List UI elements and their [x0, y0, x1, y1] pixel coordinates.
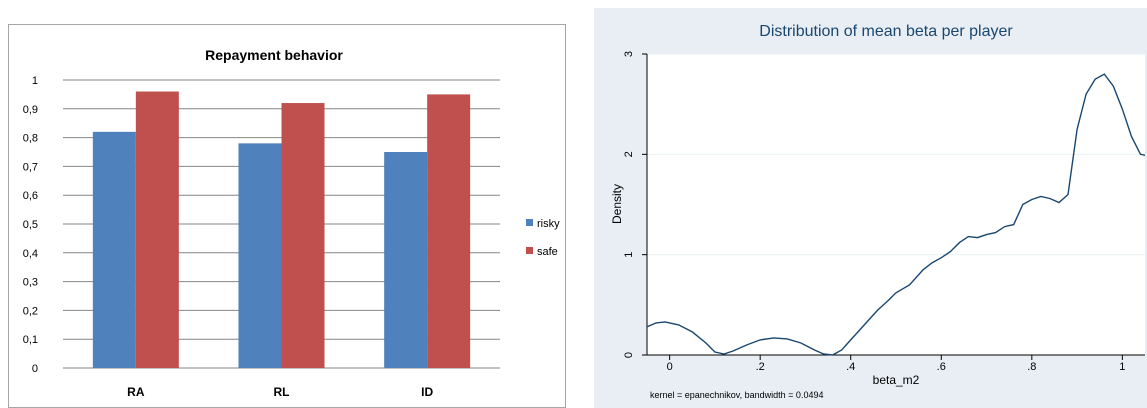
- x-category-label: ID: [421, 385, 433, 399]
- y-tick-label: 3: [623, 51, 635, 57]
- beta-density-chart: Distribution of mean beta per player 0 1 2 3…: [610, 23, 1146, 400]
- legend-swatch-risky: [526, 219, 533, 226]
- y-tick-label: 0: [623, 352, 635, 358]
- x-tick-label: 0: [667, 361, 673, 373]
- y-tick-label: 0,1: [23, 334, 38, 346]
- y-tick-label: 0,4: [23, 248, 38, 260]
- x-tick-label: .4: [846, 361, 855, 373]
- y-tick-label: 2: [623, 151, 635, 157]
- x-category-label: RL: [274, 385, 290, 399]
- chart-title: Repayment behavior: [205, 47, 343, 63]
- y-tick-label: 0: [32, 363, 38, 375]
- density-curve: [646, 73, 1146, 356]
- density-chart-panel: Distribution of mean beta per player 0 1 2 3…: [594, 8, 1147, 408]
- bar-risky: [92, 131, 136, 368]
- y-axis-label: Density: [610, 184, 624, 224]
- x-tick-label: .8: [1027, 361, 1036, 373]
- chart-title: Distribution of mean beta per player: [759, 23, 1013, 40]
- x-axis-label: beta_m2: [873, 373, 920, 387]
- y-tick-label: 0,6: [23, 190, 38, 202]
- y-tick-label: 0,9: [23, 104, 38, 116]
- y-tick-label: 1: [623, 252, 635, 258]
- x-tick-label: .6: [937, 361, 946, 373]
- y-tick-label: 0,3: [23, 277, 38, 289]
- legend-swatch-safe: [526, 247, 533, 254]
- x-category-label: RA: [127, 385, 145, 399]
- bar-safe: [135, 91, 179, 369]
- legend-label-risky: risky: [537, 218, 560, 230]
- kernel-note: kernel = epanechnikov, bandwidth = 0.049…: [650, 390, 823, 400]
- repayment-behavior-chart: Repayment behavior 0 0,1 0,2 0,3 0,4 0,5 0,6 0,7…: [8, 24, 566, 408]
- legend-label-safe: safe: [537, 246, 558, 258]
- y-tick-label: 0,5: [23, 219, 38, 231]
- plot-area: [647, 54, 1145, 355]
- x-tick-label: .2: [756, 361, 765, 373]
- y-tick-label: 0,8: [23, 133, 38, 145]
- bar-risky: [384, 152, 428, 368]
- bar-safe: [427, 94, 471, 369]
- bar-safe: [281, 103, 325, 368]
- y-tick-label: 0,2: [23, 305, 38, 317]
- x-tick-label: 1: [1119, 361, 1125, 373]
- bar-risky: [238, 143, 282, 368]
- bar-chart-panel: Repayment behavior 0 0,1 0,2 0,3 0,4 0,5 0,6 0,7…: [8, 24, 566, 408]
- y-tick-label: 0,7: [23, 161, 38, 173]
- y-tick-label: 1: [32, 75, 38, 87]
